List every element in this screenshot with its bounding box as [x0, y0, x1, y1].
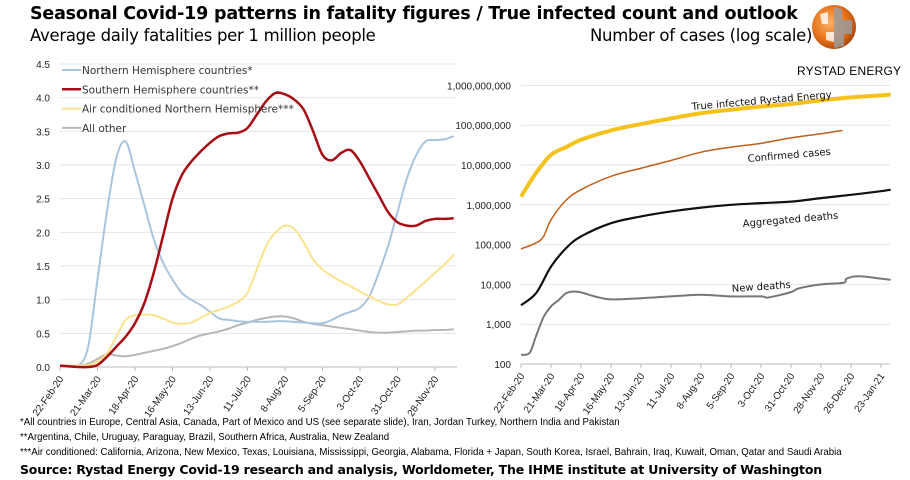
series-line-all-other [60, 315, 454, 367]
series-line-true-infected-rystad-energy [519, 92, 891, 198]
legend-label: Northern Hemisphere countries* [82, 65, 253, 77]
x-tick-label: 13-Jun-20 [182, 374, 217, 418]
y-tick-label: 10,000,000 [461, 161, 511, 172]
y-tick-label: 10,000 [480, 280, 511, 291]
y-tick-label: 1,000,000,000 [447, 81, 511, 92]
series-line-air-conditioned-northern-hemisphere [60, 224, 455, 367]
y-tick-label: 2.0 [36, 228, 50, 239]
y-tick-label: 4.5 [36, 60, 50, 71]
series-label: Aggregated deaths [742, 211, 838, 230]
right-chart: 100 1,000 10,000 100,000 1,000,000 10,000,000… [447, 81, 891, 417]
series-line-aggregated-deaths [520, 188, 891, 307]
rystad-logo-icon [812, 5, 856, 49]
x-tick-label: 8-Aug-20 [675, 371, 708, 411]
y-tick-label: 4.0 [36, 94, 50, 105]
y-tick-label: 0.0 [36, 363, 50, 374]
y-tick-label: 100,000 [475, 241, 512, 252]
right-chart-subtitle: Number of cases (log scale) [590, 26, 813, 45]
left-chart: 0.00.51.01.52.02.53.03.54.04.522-Feb-20 2… [31, 60, 457, 420]
series-line-confirmed-cases [520, 129, 843, 250]
x-tick-label: 5-Sep-20 [705, 371, 738, 411]
y-tick-label: 0.5 [36, 329, 50, 340]
series-line-new-deaths [520, 275, 891, 356]
y-tick-label: 1.0 [36, 296, 50, 307]
series-label: New deaths [731, 280, 791, 295]
series-label: True infected Rystad Energy [690, 90, 832, 113]
footnote-northern: *All countries in Europe, Central Asia, … [20, 416, 620, 428]
chart-title: Seasonal Covid-19 patterns in fatality f… [30, 4, 798, 24]
source-note: Source: Rystad Energy Covid-19 research … [20, 462, 822, 477]
x-tick-label: 22-Feb-20 [31, 374, 67, 418]
y-tick-label: 1.5 [36, 262, 50, 273]
x-tick-label: 13-Jun-20 [613, 371, 648, 415]
x-tick-label: 31-Oct-20 [369, 374, 404, 417]
y-tick-label: 100 [494, 360, 511, 371]
x-tick-label: 21-Mar-20 [68, 374, 104, 418]
legend-label: All other [82, 123, 127, 135]
x-tick-label: 11-Jul-20 [645, 371, 678, 411]
x-tick-label: 28-Nov-20 [406, 374, 442, 419]
legend-label: Air conditioned Northern Hemisphere*** [82, 104, 294, 116]
x-tick-label: 3-Oct-20 [736, 371, 768, 410]
brand-name: RYSTAD ENERGY [797, 64, 902, 78]
y-tick-label: 1,000,000 [467, 201, 512, 212]
x-tick-label: 23-Jan-21 [853, 371, 888, 415]
x-tick-label: 16-May-20 [143, 374, 180, 420]
x-tick-label: 8-Aug-20 [259, 374, 292, 414]
y-tick-label: 100,000,000 [455, 121, 511, 132]
legend-label: Southern Hemisphere countries** [82, 84, 259, 96]
x-tick-label: 18-Apr-20 [107, 374, 142, 417]
left-chart-subtitle: Average daily fatalities per 1 million p… [30, 26, 376, 45]
series-label: Confirmed cases [747, 147, 831, 165]
x-tick-label: 11-Jul-20 [221, 374, 254, 414]
footnote-southern: **Argentina, Chile, Uruguay, Paraguay, B… [20, 431, 390, 443]
series-line-northern-hemisphere-countries [60, 135, 455, 369]
y-tick-label: 3.0 [36, 161, 50, 172]
y-tick-label: 1,000 [486, 320, 511, 331]
x-tick-label: 3-Oct-20 [335, 374, 367, 413]
y-tick-label: 3.5 [36, 127, 50, 138]
x-tick-label: 5-Sep-20 [296, 374, 329, 414]
footnote-air-conditioned: ***Air conditioned: California, Arizona,… [20, 446, 842, 458]
y-tick-label: 2.5 [36, 195, 50, 206]
series-line-southern-hemisphere-countries [59, 91, 454, 369]
